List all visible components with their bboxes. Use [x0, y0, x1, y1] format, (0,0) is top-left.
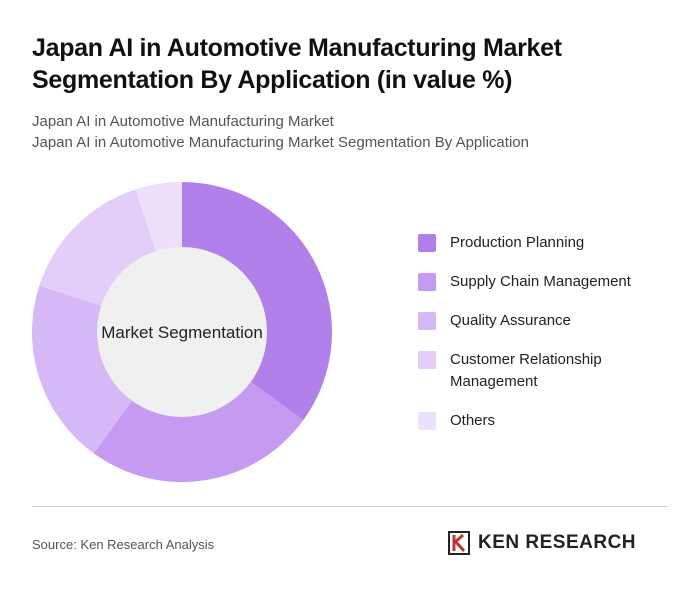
legend-swatch: [418, 351, 436, 369]
subtitle: Japan AI in Automotive Manufacturing Mar…: [32, 134, 529, 151]
logo-text: KEN RESEARCH: [478, 532, 637, 553]
legend-swatch: [418, 234, 436, 252]
legend-swatch: [418, 312, 436, 330]
legend-label: Quality Assurance: [450, 312, 571, 329]
logo: KEN RESEARCH: [448, 531, 636, 555]
divider: [32, 506, 668, 507]
legend-item: Quality Assurance: [418, 310, 658, 332]
legend-item: Supply Chain Management: [418, 271, 658, 293]
legend-label: Others: [450, 412, 496, 429]
source: Source: Ken Research Analysis: [32, 537, 215, 552]
legend-swatch: [418, 412, 436, 430]
logo-icon: [448, 531, 470, 555]
legend-label: Supply Chain Management: [450, 273, 631, 290]
legend-label: Production Planning: [450, 234, 585, 251]
subtitle: Japan AI in Automotive Manufacturing Mar…: [32, 113, 334, 130]
legend-swatch: [418, 273, 436, 291]
legend-item: Production Planning: [418, 232, 658, 254]
donut-hole: [97, 247, 267, 417]
legend-item: Customer Relationship Management: [418, 349, 658, 393]
legend: Production Planning Supply Chain Manageme…: [418, 232, 658, 449]
legend-label: Customer Relationship Management: [450, 351, 602, 390]
chart-title: Japan AI in Automotive Manufacturing Mar…: [32, 34, 562, 94]
legend-item: Others: [418, 410, 658, 432]
center-label: Market Segmentation: [101, 323, 263, 342]
